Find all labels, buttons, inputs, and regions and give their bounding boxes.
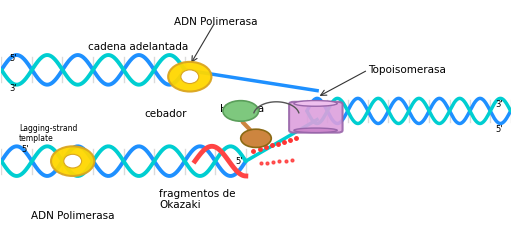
Text: cadena adelantada: cadena adelantada [88,43,188,52]
Ellipse shape [294,128,337,133]
Ellipse shape [168,62,211,91]
Text: 5': 5' [495,125,503,134]
Ellipse shape [223,101,259,121]
Ellipse shape [64,154,81,168]
Text: cebador: cebador [144,109,186,119]
Ellipse shape [181,70,199,84]
Ellipse shape [51,146,94,176]
Text: Topoisomerasa: Topoisomerasa [368,65,446,75]
Text: 5': 5' [22,145,29,154]
FancyArrowPatch shape [243,122,254,134]
Text: Lagging-strand
template: Lagging-strand template [19,124,78,143]
Ellipse shape [294,100,337,106]
Text: 3': 3' [9,84,17,93]
Text: Helicasa: Helicasa [220,104,265,114]
Text: 5': 5' [9,54,16,63]
Text: ADN Polimerasa: ADN Polimerasa [31,211,114,221]
Text: ADN Polimerasa: ADN Polimerasa [174,17,257,27]
Ellipse shape [241,129,271,147]
Text: fragmentos de
Okazaki: fragmentos de Okazaki [159,188,236,210]
FancyBboxPatch shape [289,102,343,133]
Text: 3': 3' [495,100,503,109]
Text: 5': 5' [236,157,243,166]
